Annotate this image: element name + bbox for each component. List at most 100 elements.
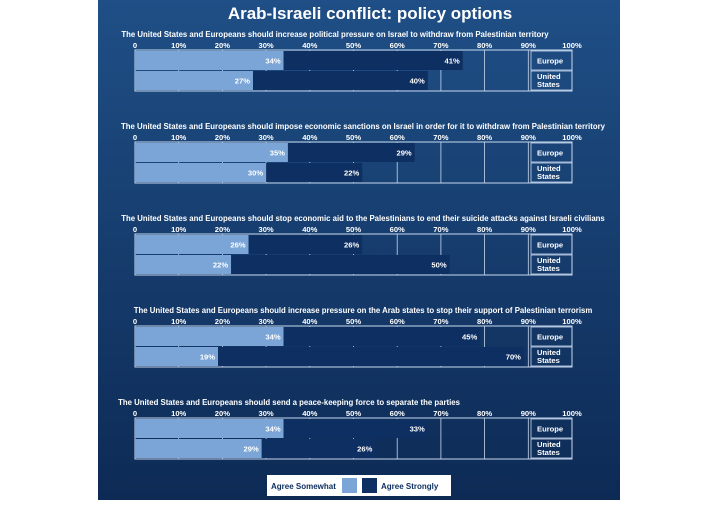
bar-agree-strongly (231, 255, 450, 274)
region-label-box (530, 70, 573, 91)
tick-label: 50% (346, 41, 361, 50)
bar-agree-strongly (252, 71, 428, 90)
tick-label: 40% (302, 133, 317, 142)
region-label-box (530, 162, 573, 183)
region-label-box (530, 418, 573, 439)
tick-label: 90% (521, 41, 536, 50)
data-label-somewhat: 22% (213, 261, 228, 270)
legend-label-agree-somewhat: Agree Somewhat (271, 482, 336, 491)
region-label: States (537, 172, 560, 181)
bar-agree-somewhat (135, 143, 288, 162)
data-label-somewhat: 30% (248, 169, 263, 178)
data-label-strongly: 29% (396, 149, 411, 158)
bar-agree-somewhat (135, 71, 253, 90)
data-label-somewhat: 27% (235, 77, 250, 86)
tick-label: 50% (346, 225, 361, 234)
data-label-somewhat: 29% (244, 445, 259, 454)
tick-label: 80% (477, 133, 492, 142)
data-label-strongly: 45% (462, 333, 477, 342)
bar-agree-strongly (248, 235, 363, 254)
tick-label: 60% (390, 317, 405, 326)
region-label: States (537, 264, 560, 273)
region-label: States (537, 356, 560, 365)
tick-label: 90% (521, 317, 536, 326)
panel-question: The United States and Europeans should s… (121, 214, 605, 223)
region-label: United (537, 164, 561, 173)
tick-label: 40% (302, 41, 317, 50)
tick-label: 10% (171, 225, 186, 234)
tick-label: 100% (562, 409, 582, 418)
tick-label: 70% (433, 317, 448, 326)
bar-agree-strongly (218, 347, 524, 366)
bar-agree-strongly (283, 419, 428, 438)
tick-label: 60% (390, 133, 405, 142)
tick-label: 0 (133, 225, 137, 234)
tick-label: 10% (171, 409, 186, 418)
bar-agree-somewhat (135, 327, 284, 346)
tick-label: 0 (133, 409, 137, 418)
legend-swatch-agree-somewhat (342, 478, 357, 493)
data-label-strongly: 50% (431, 261, 446, 270)
tick-label: 90% (521, 225, 536, 234)
bar-agree-somewhat (135, 419, 284, 438)
data-label-somewhat: 34% (265, 425, 280, 434)
region-label: Europe (537, 425, 563, 434)
tick-label: 30% (258, 133, 273, 142)
region-label-box (530, 326, 573, 347)
bar-agree-strongly (283, 51, 463, 70)
tick-label: 100% (562, 225, 582, 234)
region-label-box (530, 234, 573, 255)
data-label-strongly: 33% (410, 425, 425, 434)
tick-label: 70% (433, 133, 448, 142)
data-label-somewhat: 26% (230, 241, 245, 250)
bar-agree-strongly (283, 327, 481, 346)
tick-label: 40% (302, 225, 317, 234)
tick-label: 80% (477, 41, 492, 50)
data-label-strongly: 22% (344, 169, 359, 178)
region-label-box (530, 50, 573, 71)
bar-agree-somewhat (135, 439, 262, 458)
tick-label: 30% (258, 317, 273, 326)
region-label: United (537, 440, 561, 449)
bar-agree-somewhat (135, 255, 232, 274)
data-label-somewhat: 19% (200, 353, 215, 362)
tick-label: 80% (477, 225, 492, 234)
bar-agree-somewhat (135, 51, 284, 70)
region-label: United (537, 256, 561, 265)
tick-label: 60% (390, 225, 405, 234)
tick-label: 50% (346, 133, 361, 142)
tick-label: 30% (258, 225, 273, 234)
data-label-somewhat: 34% (265, 333, 280, 342)
data-label-strongly: 41% (445, 57, 460, 66)
region-label-box (530, 346, 573, 367)
region-label: Europe (537, 333, 563, 342)
region-label: Europe (537, 149, 563, 158)
tick-label: 20% (215, 133, 230, 142)
tick-label: 100% (562, 133, 582, 142)
data-label-strongly: 40% (410, 77, 425, 86)
tick-label: 10% (171, 317, 186, 326)
tick-label: 80% (477, 317, 492, 326)
tick-label: 70% (433, 409, 448, 418)
region-label-box (530, 438, 573, 459)
bar-agree-strongly (287, 143, 415, 162)
tick-label: 40% (302, 409, 317, 418)
bar-agree-strongly (266, 163, 363, 182)
chart-title: Arab-Israeli conflict: policy options (228, 4, 512, 23)
tick-label: 20% (215, 41, 230, 50)
data-label-strongly: 70% (506, 353, 521, 362)
tick-label: 80% (477, 409, 492, 418)
tick-label: 0 (133, 41, 137, 50)
tick-label: 10% (171, 133, 186, 142)
tick-label: 60% (390, 41, 405, 50)
region-label: United (537, 348, 561, 357)
tick-label: 0 (133, 133, 137, 142)
region-label: States (537, 80, 560, 89)
bar-agree-somewhat (135, 163, 267, 182)
tick-label: 20% (215, 317, 230, 326)
data-label-somewhat: 34% (265, 57, 280, 66)
bar-agree-somewhat (135, 347, 219, 366)
region-label: United (537, 72, 561, 81)
region-label: Europe (537, 241, 563, 250)
